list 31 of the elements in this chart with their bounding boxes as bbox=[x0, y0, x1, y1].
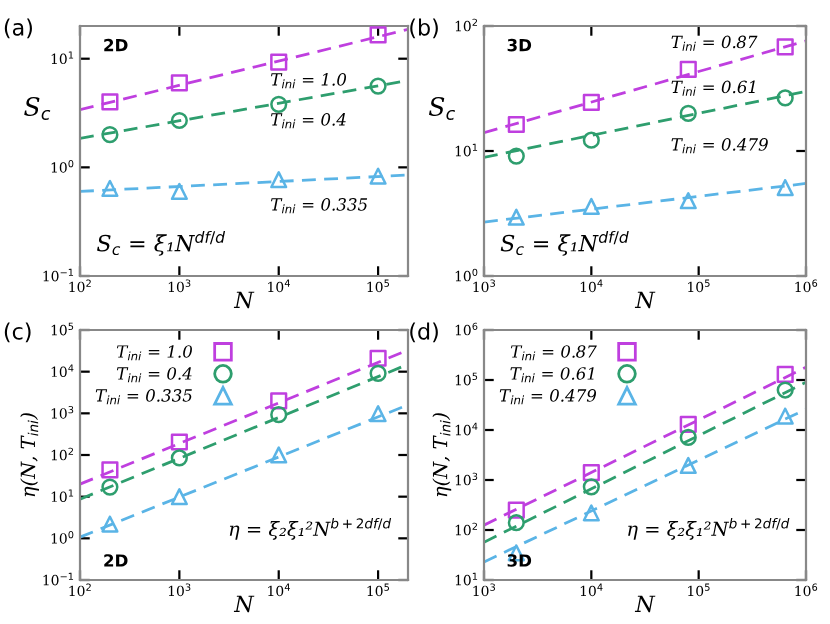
chart-title: (d) bbox=[410, 322, 438, 343]
y-axis-title: η(N, T$_{ini}$) bbox=[432, 413, 452, 497]
annotation: T$_{ini}$ = 0.61 bbox=[671, 80, 755, 96]
annotation: T$_{ini}$ = 0.87 bbox=[671, 35, 758, 51]
x-axis-title: N bbox=[233, 291, 255, 309]
legend-label: T$_{ini}$ = 0.61 bbox=[510, 367, 594, 383]
y-axis-title: η(N, T$_{ini}$) bbox=[20, 413, 39, 497]
annotation: S$_{c}$ = ξ₁N$^{df/d}$ bbox=[500, 230, 629, 256]
chart-title: (b) bbox=[410, 18, 438, 39]
annotation: η = ξ₂ξ₁²N$^{b+2df/d}$ bbox=[229, 518, 392, 540]
legend-label: T$_{ini}$ = 0.335 bbox=[95, 389, 192, 405]
annotation: T$_{ini}$ = 0.479 bbox=[671, 138, 768, 154]
legend-label: T$_{ini}$ = 1.0 bbox=[116, 345, 192, 361]
legend-label: T$_{ini}$ = 0.4 bbox=[116, 367, 192, 383]
annotation: 3D bbox=[507, 38, 532, 52]
annotation: 2D bbox=[104, 38, 128, 52]
annotation: T$_{ini}$ = 0.4 bbox=[271, 113, 346, 129]
chart-title: (a) bbox=[4, 18, 32, 39]
annotation: 2D bbox=[104, 554, 128, 567]
chart-title: (c) bbox=[4, 322, 31, 343]
annotation: T$_{ini}$ = 1.0 bbox=[271, 73, 347, 89]
legend-label: T$_{ini}$ = 0.479 bbox=[499, 389, 597, 405]
legend-label: T$_{ini}$ = 0.87 bbox=[510, 345, 597, 361]
annotation: T$_{ini}$ = 0.335 bbox=[271, 198, 368, 214]
x-axis-title: N bbox=[233, 595, 255, 613]
annotation: η = ξ₂ξ₁²N$^{b+2df/d}$ bbox=[628, 518, 790, 540]
annotation: S$_{c}$ = ξ₁N$^{df/d}$ bbox=[97, 230, 226, 256]
y-axis-title: S$_{c}$ bbox=[24, 97, 51, 120]
x-axis-title: N bbox=[634, 595, 656, 613]
y-axis-title: S$_{c}$ bbox=[428, 97, 456, 120]
x-axis-title: N bbox=[634, 291, 656, 309]
